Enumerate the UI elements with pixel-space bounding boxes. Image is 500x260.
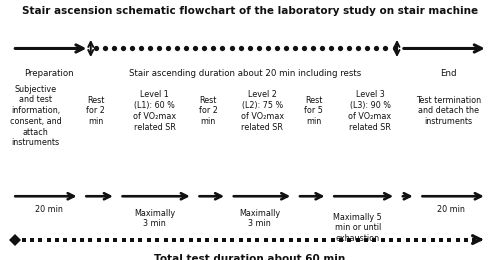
Text: Maximally
3 min: Maximally 3 min [239,209,281,228]
Text: Maximally
3 min: Maximally 3 min [134,209,175,228]
Text: Rest
for 2
min: Rest for 2 min [199,96,218,126]
Text: Preparation: Preparation [24,69,74,78]
Text: Level 1
(L1): 60 %
of VO₂max
related SR: Level 1 (L1): 60 % of VO₂max related SR [133,90,176,132]
Text: Rest
for 5
min: Rest for 5 min [304,96,323,126]
Text: 20 min: 20 min [437,205,465,214]
Text: Level 2
(L2): 75 %
of VO₂max
related SR: Level 2 (L2): 75 % of VO₂max related SR [240,90,284,132]
Text: Maximally 5
min or until
exhaustion: Maximally 5 min or until exhaustion [334,213,382,243]
Text: Subjective
and test
information,
consent, and
attach
instruments: Subjective and test information, consent… [10,84,62,147]
Text: Rest
for 2
min: Rest for 2 min [86,96,105,126]
Text: Level 3
(L3): 90 %
of VO₂max
related SR: Level 3 (L3): 90 % of VO₂max related SR [348,90,392,132]
Text: 20 min: 20 min [35,205,63,214]
Text: Stair ascending duration about 20 min including rests: Stair ascending duration about 20 min in… [129,69,361,78]
Text: Test termination
and detach the
instruments: Test termination and detach the instrume… [416,96,481,126]
Text: Stair ascension schematic flowchart of the laboratory study on stair machine: Stair ascension schematic flowchart of t… [22,6,478,16]
Text: End: End [440,69,456,78]
Text: Total test duration about 60 min: Total test duration about 60 min [154,254,346,260]
